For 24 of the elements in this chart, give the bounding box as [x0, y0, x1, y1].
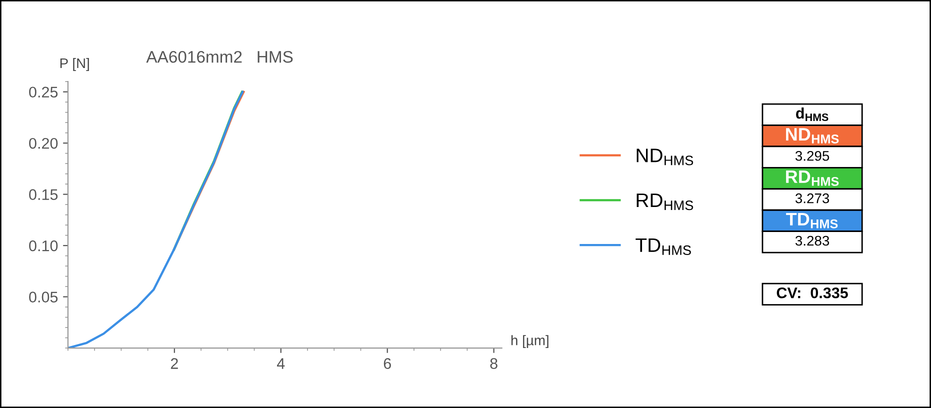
legend-label: RD$_{HMS}$ — [636, 194, 694, 210]
y-tick-label: 0.05 — [29, 292, 58, 302]
text: CV: 0.335 — [776, 287, 848, 298]
text: 3.283 — [795, 236, 830, 246]
text: RD$_{HMS}$ — [786, 170, 839, 186]
x-axis-title: h [µm] — [511, 335, 548, 348]
y-axis-title: P [N] — [60, 58, 89, 71]
text: 3.273 — [795, 193, 830, 204]
text: TD$_{HMS}$ — [786, 212, 838, 228]
y-tick-label: 0.10 — [29, 240, 58, 252]
legend-label: TD$_{HMS}$ — [636, 238, 691, 256]
y-tick-label: 0.15 — [29, 189, 58, 200]
x-tick-label: 6 — [384, 358, 391, 369]
x-tick-label: 2 — [170, 358, 178, 369]
text: 3.295 — [795, 150, 830, 161]
text: d$_{HMS}$ — [796, 107, 828, 122]
y-tick-label: 0.20 — [29, 138, 58, 149]
line-series — [68, 90, 244, 348]
x-tick-label: 4 — [276, 358, 285, 369]
text: ND$_{HMS}$ — [786, 128, 839, 144]
legend-label: ND$_{HMS}$ — [636, 148, 694, 166]
x-tick-label: 8 — [490, 358, 498, 369]
chart-title: AA6016mm2 HMS — [146, 50, 293, 63]
y-tick-label: 0.25 — [29, 86, 58, 98]
